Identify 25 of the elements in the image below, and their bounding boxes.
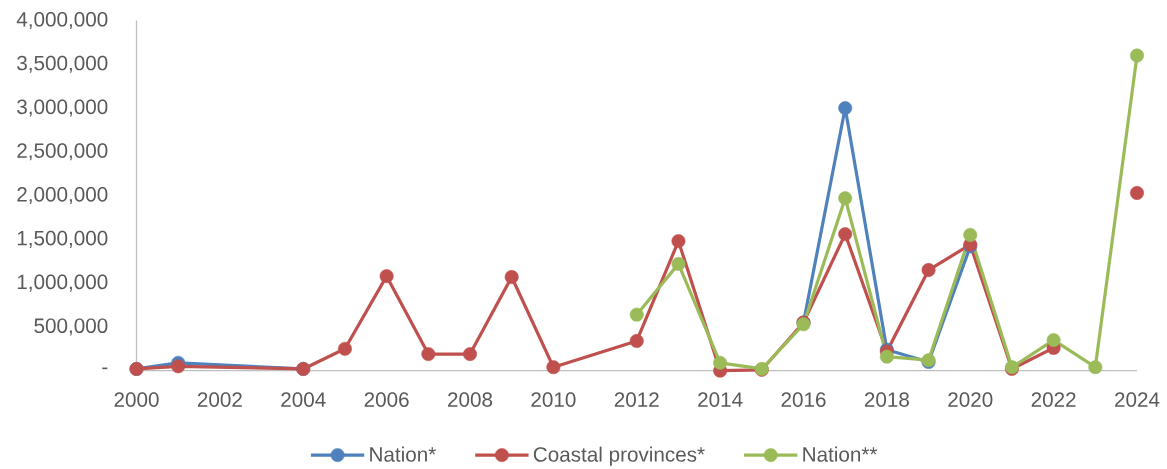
x-tick-label: 2012	[614, 392, 659, 407]
y-tick-label: 500,000	[34, 318, 108, 336]
legend-label: Coastal provinces*	[533, 446, 705, 466]
x-tick-label: 2020	[948, 392, 993, 407]
x-tick-label: 2010	[531, 392, 576, 407]
x-tick-label: 2022	[1031, 392, 1076, 407]
x-tick-label: 2016	[781, 392, 826, 407]
y-tick-label: 2,500,000	[17, 143, 108, 161]
x-tick-label: 2018	[864, 392, 909, 407]
x-tick-label: 2024	[1115, 392, 1160, 407]
y-tick-label: 1,000,000	[17, 274, 108, 292]
x-tick-label: 2004	[281, 392, 326, 407]
y-tick-label: -	[102, 367, 108, 370]
x-tick-label: 2000	[114, 392, 159, 407]
x-tick-label: 2002	[197, 392, 242, 407]
legend-label: Nation**	[803, 446, 878, 462]
x-tick-label: 2014	[698, 392, 743, 407]
x-tick-label: 2006	[364, 392, 409, 407]
y-tick-label: 3,500,000	[17, 55, 108, 73]
legend-label: Nation*	[370, 446, 436, 462]
y-tick-label: 1,500,000	[17, 230, 108, 248]
x-tick-label: 2008	[448, 392, 493, 407]
y-tick-label: 3,000,000	[17, 99, 108, 117]
y-tick-label: 2,000,000	[17, 187, 108, 205]
y-tick-label: 4,000,000	[16, 12, 108, 30]
